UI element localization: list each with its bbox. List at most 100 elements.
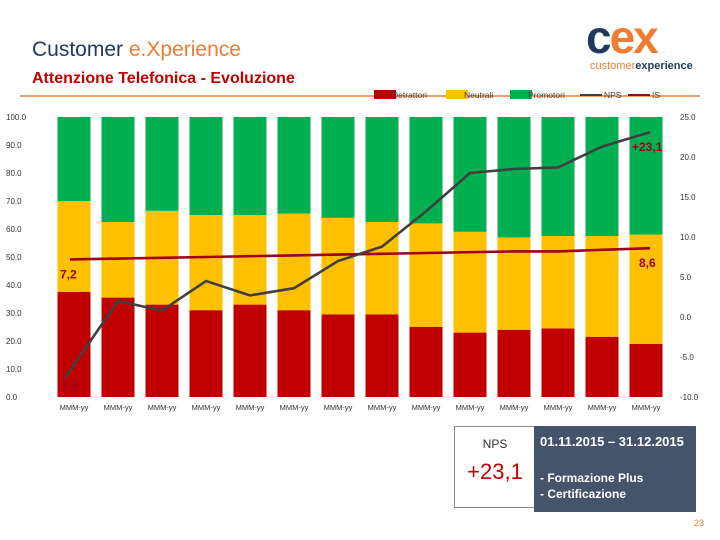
left-axis-tick-5: 50.0 [6,253,22,262]
legend-label-1: Neutrali [464,90,493,100]
x-axis-tick-11: MMM-yy [544,403,573,412]
header-divider [20,95,700,97]
bar-detrattori-1 [101,297,135,397]
right-axis-tick-1: -5.0 [680,353,694,362]
x-axis-tick-5: MMM-yy [280,403,309,412]
right-axis-tick-7: 25.0 [680,113,696,122]
nps-line [63,130,651,379]
nps-summary-value: +23,1 [467,459,523,484]
right-axis-tick-2: 0.0 [680,313,692,322]
x-axis-tick-0: MMM-yy [60,403,89,412]
legend-swatch-2 [510,90,532,99]
legend-label-0: Detrattori [392,90,427,100]
right-axis-tick-6: 20.0 [680,153,696,162]
bar-neutrali-8 [409,223,443,327]
x-axis-tick-1: MMM-yy [104,403,133,412]
bar-neutrali-3 [189,215,223,311]
bar-promotori-8 [409,117,443,224]
bar-neutrali-9 [453,231,487,333]
legend-swatch-1 [446,90,468,99]
logo-tag-light: customer [590,60,636,72]
x-axis-tick-3: MMM-yy [192,403,221,412]
page-subtitle: Attenzione Telefonica - Evoluzione [32,70,295,87]
legend-label-2: Promotori [528,90,565,100]
x-axis-tick-12: MMM-yy [588,403,617,412]
logo-mark: cex [586,11,659,63]
bar-neutrali-12 [585,236,619,337]
bar-promotori-1 [101,117,135,222]
x-axis-tick-10: MMM-yy [500,403,529,412]
bar-detrattori-5 [277,310,311,397]
nps-summary-box: NPS +23,1 [454,426,536,508]
bar-promotori-3 [189,117,223,215]
bar-detrattori-0 [57,292,91,397]
right-axis-tick-4: 10.0 [680,233,696,242]
bar-neutrali-0 [57,201,91,292]
legend-label-4: IS [652,90,660,100]
bar-detrattori-12 [585,336,619,397]
bar-detrattori-8 [409,327,443,397]
bar-detrattori-11 [541,328,575,397]
left-axis-tick-0: 0.0 [6,393,18,402]
left-axis-tick-2: 20.0 [6,337,22,346]
annotation-nps-last: +23,1 [632,140,663,154]
annotation-is-last: 8,6 [639,256,656,270]
bar-promotori-5 [277,117,311,214]
logo-tag-bold: experience [635,60,693,72]
bar-detrattori-13 [629,343,663,397]
bar-neutrali-6 [321,217,355,315]
bar-detrattori-10 [497,329,531,397]
x-axis-tick-13: MMM-yy [632,403,661,412]
cex-logo: cex customerexperience [586,14,704,74]
bar-promotori-4 [233,117,267,215]
bar-promotori-6 [321,117,355,218]
bar-promotori-12 [585,117,619,236]
period-range: 01.11.2015 – 31.12.2015 [540,434,684,449]
logo-letter-c: c [586,11,612,63]
bar-detrattori-9 [453,332,487,397]
bar-neutrali-4 [233,215,267,305]
x-axis-tick-9: MMM-yy [456,403,485,412]
page-number: 23 [694,518,705,528]
legend-label-3: NPS [604,90,622,100]
legend-swatch-0 [374,90,396,99]
nps-summary-label: NPS [482,437,508,451]
bar-detrattori-3 [189,310,223,397]
left-axis-tick-9: 90.0 [6,141,22,150]
title-accent: e.Xperience [128,38,241,61]
bar-promotori-7 [365,117,399,222]
bar-promotori-0 [57,117,91,201]
bar-detrattori-2 [145,304,179,397]
left-axis-tick-10: 100.0 [6,113,27,122]
logo-letters-ex: ex [609,11,659,63]
right-axis-tick-3: 5.0 [680,273,692,282]
x-axis-tick-7: MMM-yy [368,403,397,412]
bar-detrattori-4 [233,304,267,397]
page-title: Customer e.Xperience [32,38,241,62]
left-axis-tick-3: 30.0 [6,309,22,318]
left-axis-tick-4: 40.0 [6,281,22,290]
period-info-box: 01.11.2015 – 31.12.2015 - Formazione Plu… [534,426,696,512]
logo-tagline: customerexperience [590,60,693,72]
x-axis-tick-4: MMM-yy [236,403,265,412]
left-axis-tick-8: 80.0 [6,169,22,178]
left-axis-tick-7: 70.0 [6,197,22,206]
bar-detrattori-7 [365,314,399,397]
bar-detrattori-6 [321,314,355,397]
annotation-nps-first: -7,6 [58,378,79,392]
x-axis-tick-8: MMM-yy [412,403,441,412]
note-item: - Formazione Plus [540,471,644,485]
left-axis-tick-6: 60.0 [6,225,22,234]
bar-promotori-10 [497,117,531,238]
bar-neutrali-5 [277,213,311,311]
title-text: Customer [32,38,129,61]
notes-list: - Formazione Plus - Certificazione [540,470,643,502]
note-item: - Certificazione [540,487,627,501]
bar-promotori-11 [541,117,575,236]
annotation-is-first: 7,2 [60,267,77,281]
bar-neutrali-13 [629,234,663,344]
left-axis-tick-1: 10.0 [6,365,22,374]
right-axis-tick-5: 15.0 [680,193,696,202]
x-axis-tick-2: MMM-yy [148,403,177,412]
